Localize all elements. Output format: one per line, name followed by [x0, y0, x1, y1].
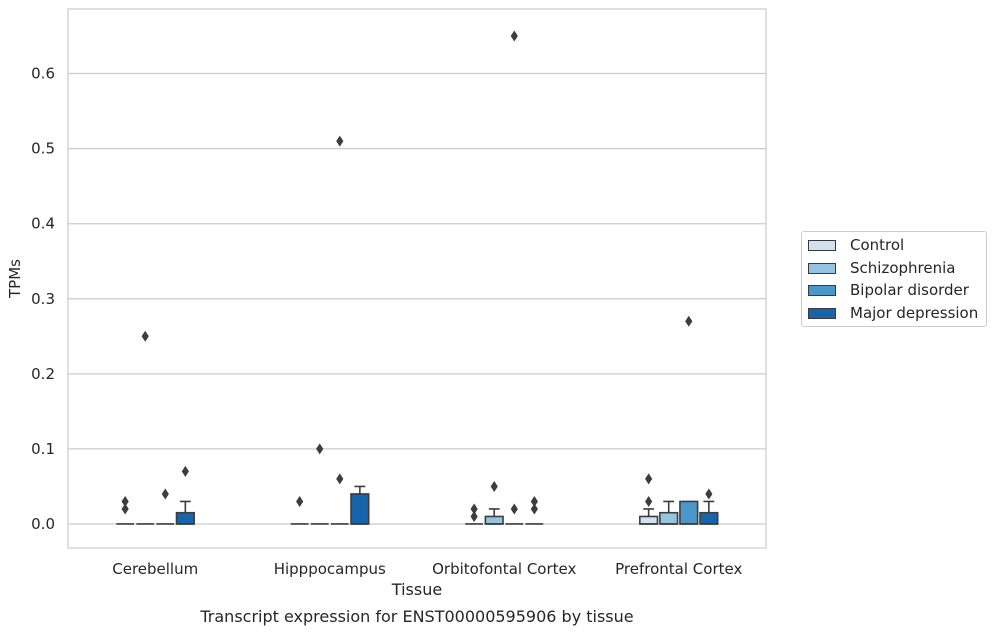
legend-item-control: Control: [808, 236, 904, 254]
legend-label-bipolar-disorder: Bipolar disorder: [850, 281, 969, 299]
box-series: [116, 30, 719, 525]
outlier-point: [121, 503, 129, 515]
plot-frame: [67, 8, 767, 549]
legend-swatch-control: [808, 239, 836, 251]
outlier-point: [470, 510, 478, 522]
legend-item-bipolar-disorder: Bipolar disorder: [808, 281, 969, 299]
legend-item-major-depression: Major depression: [808, 304, 978, 322]
x-axis-label: Tissue: [391, 580, 442, 599]
box: [639, 515, 659, 525]
legend: Control Schizophrenia Bipolar disorder M…: [801, 231, 987, 327]
y-tick-label: 0.3: [31, 290, 55, 308]
y-tick-label: 0.1: [31, 440, 55, 458]
outlier-point: [685, 315, 693, 327]
y-tick-label: 0.6: [31, 65, 55, 83]
y-axis-ticks: 0.0 0.1 0.2 0.3 0.4 0.5 0.6: [31, 65, 55, 533]
outlier-point: [161, 488, 169, 500]
outlier-point: [510, 30, 518, 42]
legend-label-major-depression: Major depression: [850, 304, 979, 322]
outlier-point: [316, 443, 324, 455]
gridlines: [68, 72, 766, 525]
box: [699, 511, 719, 525]
x-tick-label: Prefrontal Cortex: [615, 560, 742, 578]
x-tick-label: Hipppocampus: [274, 560, 386, 578]
outlier-point: [645, 473, 653, 485]
x-axis-ticks: Cerebellum Hipppocampus Orbitofontal Corte…: [112, 560, 742, 578]
outlier-point: [645, 495, 653, 507]
box: [350, 493, 370, 525]
legend-swatch-bipolar-disorder: [808, 284, 836, 296]
y-tick-label: 0.4: [31, 215, 55, 233]
legend-swatch-major-depression: [808, 307, 836, 319]
outlier-point: [336, 135, 344, 147]
box: [175, 511, 195, 525]
box: [679, 500, 699, 525]
y-tick-label: 0.5: [31, 140, 55, 158]
box: [659, 511, 679, 525]
outlier-point: [336, 473, 344, 485]
x-tick-label: Cerebellum: [112, 560, 198, 578]
chart-title: Transcript expression for ENST0000059590…: [199, 607, 633, 626]
y-axis-label: TPMs: [6, 259, 24, 299]
legend-item-schizophrenia: Schizophrenia: [808, 259, 955, 277]
y-tick-label: 0.0: [31, 515, 55, 533]
outlier-point: [141, 330, 149, 342]
box: [484, 515, 504, 525]
legend-swatch-schizophrenia: [808, 262, 836, 274]
legend-label-control: Control: [850, 236, 905, 254]
outlier-point: [510, 503, 518, 515]
outlier-point: [296, 495, 304, 507]
legend-label-schizophrenia: Schizophrenia: [850, 259, 956, 277]
outlier-point: [530, 503, 538, 515]
x-tick-label: Orbitofontal Cortex: [432, 560, 576, 578]
outlier-point: [181, 465, 189, 477]
outlier-point: [705, 488, 713, 500]
outlier-point: [530, 495, 538, 507]
outlier-point: [490, 480, 498, 492]
y-tick-label: 0.2: [31, 365, 55, 383]
outlier-point: [121, 495, 129, 507]
outlier-point: [470, 503, 478, 515]
